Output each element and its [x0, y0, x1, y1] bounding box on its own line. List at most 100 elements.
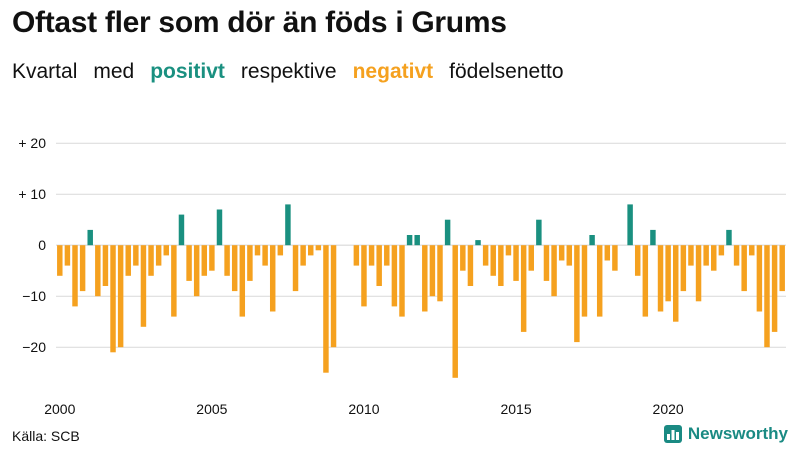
bar	[627, 204, 633, 246]
bar	[665, 245, 671, 302]
chart-title: Oftast fler som dör än föds i Grums	[12, 6, 507, 39]
subtitle-med: med	[93, 60, 135, 83]
bar	[452, 245, 458, 378]
bar	[140, 245, 147, 327]
source-note: Källa: SCB	[12, 428, 80, 444]
bar	[764, 245, 770, 348]
bar	[703, 245, 709, 266]
chart-subtitle: Kvartal med positivt respektive negativt föde…	[12, 60, 580, 84]
y-tick-label: + 20	[18, 135, 46, 151]
y-tick-label: −10	[22, 288, 46, 304]
bar	[566, 245, 573, 266]
y-axis: + 20 + 10 0 −10 −20	[18, 135, 46, 355]
bar	[277, 245, 284, 256]
y-tick-label: + 10	[18, 186, 46, 202]
bar	[231, 245, 238, 292]
bar	[209, 245, 215, 271]
gridlines	[56, 142, 786, 348]
bar	[315, 245, 322, 251]
bar	[117, 245, 124, 348]
bar	[64, 245, 71, 266]
bar	[429, 245, 436, 297]
bar	[642, 245, 649, 317]
bar	[285, 204, 291, 246]
x-tick-label: 2020	[653, 401, 684, 417]
bar	[444, 219, 451, 246]
bar	[201, 245, 208, 276]
bar	[589, 235, 595, 246]
bar	[353, 245, 360, 266]
bar	[604, 245, 611, 261]
bar	[193, 245, 200, 297]
bar	[224, 245, 230, 276]
bar	[186, 245, 192, 281]
bar	[292, 245, 299, 292]
bar	[406, 235, 413, 246]
x-tick-label: 2000	[44, 401, 75, 417]
bar	[551, 245, 557, 297]
bar	[95, 245, 101, 297]
bar	[163, 245, 169, 256]
bar	[536, 219, 542, 246]
bar	[72, 245, 78, 307]
bar	[482, 245, 489, 266]
bar	[756, 245, 763, 312]
bar	[680, 245, 687, 292]
bar	[711, 245, 717, 271]
bar	[688, 245, 694, 266]
bar	[741, 245, 747, 292]
subtitle-middle: respektive	[240, 60, 337, 83]
bar-chart: + 20 + 10 0 −10 −20 2000 2005 2010 2015 2020	[18, 135, 786, 417]
bar	[771, 245, 778, 332]
bar	[384, 245, 390, 266]
bar	[79, 245, 86, 292]
bar	[133, 245, 139, 266]
bar	[216, 209, 223, 246]
subtitle-negative: negativt	[352, 60, 434, 83]
bar	[650, 229, 656, 246]
bar	[673, 245, 679, 322]
bar	[87, 229, 93, 246]
bar	[520, 245, 527, 332]
bars	[57, 204, 785, 378]
bar	[460, 245, 466, 271]
bar	[558, 245, 565, 261]
bar	[695, 245, 702, 302]
subtitle-prefix: Kvartal	[12, 60, 78, 83]
bar	[596, 245, 603, 317]
bar	[262, 245, 268, 266]
bar	[505, 245, 512, 256]
bar	[57, 245, 63, 276]
bar	[399, 245, 405, 317]
bar-chart-icon	[663, 425, 682, 443]
bar	[490, 245, 496, 276]
bar	[125, 245, 131, 276]
bar	[148, 245, 154, 276]
bar	[308, 245, 314, 256]
bar	[368, 245, 375, 266]
x-tick-label: 2005	[196, 401, 227, 417]
bar	[574, 245, 580, 343]
brand-logo[interactable]: Newsworthy	[663, 424, 788, 444]
bar	[634, 245, 641, 276]
bar	[467, 245, 474, 286]
bar	[726, 229, 732, 246]
bar	[171, 245, 177, 317]
bar	[178, 214, 185, 246]
bar	[269, 245, 276, 312]
subtitle-positive: positivt	[150, 60, 225, 83]
x-tick-label: 2015	[500, 401, 531, 417]
bar	[110, 245, 116, 353]
bar	[543, 245, 550, 281]
bar	[323, 245, 329, 373]
x-tick-label: 2010	[348, 401, 379, 417]
bar	[102, 245, 109, 286]
bar	[612, 245, 618, 271]
bar	[733, 245, 740, 266]
bar	[513, 245, 519, 281]
bar	[581, 245, 588, 317]
bar	[254, 245, 261, 256]
bar	[657, 245, 664, 312]
x-axis: 2000 2005 2010 2015 2020	[44, 401, 684, 417]
bar	[422, 245, 428, 312]
